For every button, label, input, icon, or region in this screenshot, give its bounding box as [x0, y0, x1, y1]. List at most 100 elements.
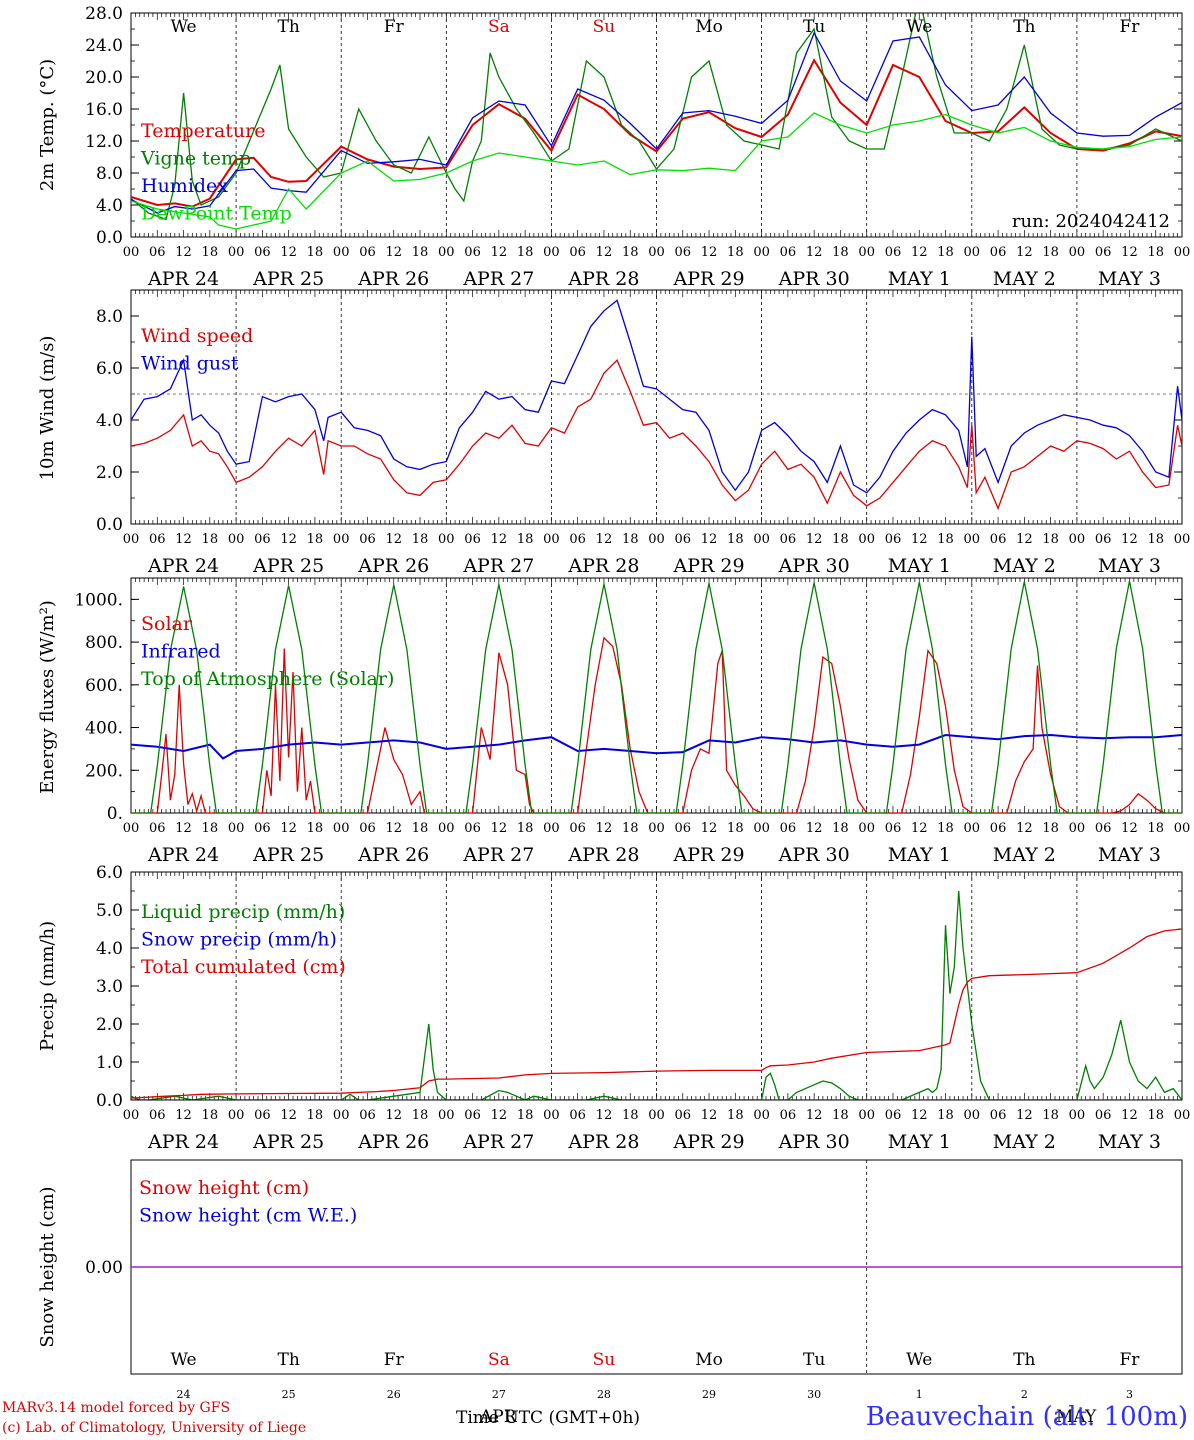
weekday-label: Tu: [803, 17, 825, 37]
hour-label: 06: [149, 821, 166, 836]
hour-label: 00: [123, 821, 140, 836]
y-tick-label: 800.: [85, 633, 123, 653]
series-line: [131, 359, 1182, 511]
hour-label: 12: [806, 1108, 823, 1123]
y-tick-label: 4.0: [96, 196, 123, 216]
date-label: APR 25: [252, 555, 324, 577]
hour-label: 18: [832, 1108, 849, 1123]
weekday-label: Su: [593, 1350, 616, 1370]
hour-label: 00: [123, 532, 140, 547]
hour-label: 06: [359, 821, 376, 836]
run-label: run: 2024042412: [1012, 211, 1170, 232]
hour-label: 12: [280, 532, 297, 547]
hour-label: 12: [806, 245, 823, 260]
hour-label: 00: [648, 821, 665, 836]
date-label: MAY 1: [888, 268, 951, 290]
day-number-label: 3: [1126, 1388, 1133, 1401]
hour-label: 00: [964, 245, 981, 260]
date-label: APR 30: [778, 844, 850, 866]
date-label: MAY 2: [993, 844, 1056, 866]
date-label: APR 29: [673, 1131, 745, 1153]
hour-label: 00: [438, 245, 455, 260]
hour-label: 12: [491, 245, 508, 260]
hour-label: 06: [464, 532, 481, 547]
weekday-label: Tu: [803, 1350, 825, 1370]
y-tick-label: 28.0: [85, 4, 123, 24]
hour-label: 06: [254, 532, 271, 547]
hour-label: 06: [885, 532, 902, 547]
legend-entry: Infrared: [141, 641, 221, 663]
legend-entry: Solar: [141, 613, 193, 635]
hour-label: 00: [1174, 821, 1191, 836]
hour-label: 00: [228, 245, 245, 260]
hour-label: 06: [254, 821, 271, 836]
hour-label: 00: [964, 821, 981, 836]
hour-label: 00: [648, 1108, 665, 1123]
hour-label: 12: [491, 532, 508, 547]
hour-label: 12: [911, 245, 928, 260]
y-tick-label: 0.00: [85, 1258, 123, 1278]
y-tick-label: 16.0: [85, 100, 123, 120]
hour-label: 00: [858, 245, 875, 260]
hour-label: 12: [596, 821, 613, 836]
series-line: [131, 890, 1182, 1100]
weekday-label: Fr: [384, 1350, 405, 1370]
hour-label: 00: [333, 821, 350, 836]
date-label: APR 29: [673, 268, 745, 290]
hour-label: 12: [491, 821, 508, 836]
hour-label: 06: [149, 532, 166, 547]
hour-label: 00: [1174, 1108, 1191, 1123]
date-label: MAY 3: [1098, 1131, 1161, 1153]
date-label: APR 26: [357, 268, 429, 290]
hour-label: 18: [517, 821, 534, 836]
hour-label: 12: [280, 821, 297, 836]
hour-label: 06: [885, 245, 902, 260]
hour-label: 18: [622, 532, 639, 547]
date-label: APR 27: [462, 268, 534, 290]
hour-label: 18: [202, 821, 219, 836]
weekday-label: Th: [278, 17, 300, 37]
hour-label: 12: [701, 1108, 718, 1123]
hour-label: 00: [753, 532, 770, 547]
hour-label: 00: [858, 532, 875, 547]
hour-label: 00: [648, 532, 665, 547]
weekday-label: Su: [593, 17, 616, 37]
y-tick-label: 8.0: [96, 307, 123, 327]
y-axis-label: 10m Wind (m/s): [37, 336, 58, 481]
legend-entry: Snow precip (mm/h): [141, 929, 337, 951]
hour-label: 00: [543, 1108, 560, 1123]
hour-label: 06: [254, 1108, 271, 1123]
day-number-label: 30: [807, 1388, 821, 1401]
weekday-label: Fr: [384, 17, 405, 37]
hour-label: 06: [464, 821, 481, 836]
legend-entry: Humidex: [141, 175, 228, 197]
month-label: MAY: [1056, 1407, 1097, 1427]
hour-label: 12: [385, 532, 402, 547]
hour-label: 06: [569, 821, 586, 836]
series-line: [131, 112, 1182, 230]
date-label: MAY 3: [1098, 844, 1161, 866]
hour-label: 18: [727, 245, 744, 260]
hour-label: 18: [412, 532, 429, 547]
hour-label: 18: [1042, 821, 1059, 836]
weekday-label: Sa: [488, 1350, 510, 1370]
hour-label: 00: [543, 532, 560, 547]
y-axis-label: Snow height (cm): [37, 1186, 58, 1347]
hour-label: 18: [202, 245, 219, 260]
y-tick-label: 20.0: [85, 68, 123, 88]
date-label: MAY 3: [1098, 555, 1161, 577]
hour-label: 12: [491, 1108, 508, 1123]
series-line: [131, 299, 1182, 494]
date-label: MAY 2: [993, 555, 1056, 577]
hour-label: 06: [780, 532, 797, 547]
hour-label: 18: [832, 245, 849, 260]
series-line: [131, 13, 1182, 221]
hour-label: 00: [858, 821, 875, 836]
hour-label: 06: [885, 821, 902, 836]
series-line: [131, 636, 1182, 813]
hour-label: 12: [280, 245, 297, 260]
legend-entry: Temperature: [141, 120, 265, 142]
hour-label: 18: [622, 821, 639, 836]
date-label: MAY 1: [888, 844, 951, 866]
